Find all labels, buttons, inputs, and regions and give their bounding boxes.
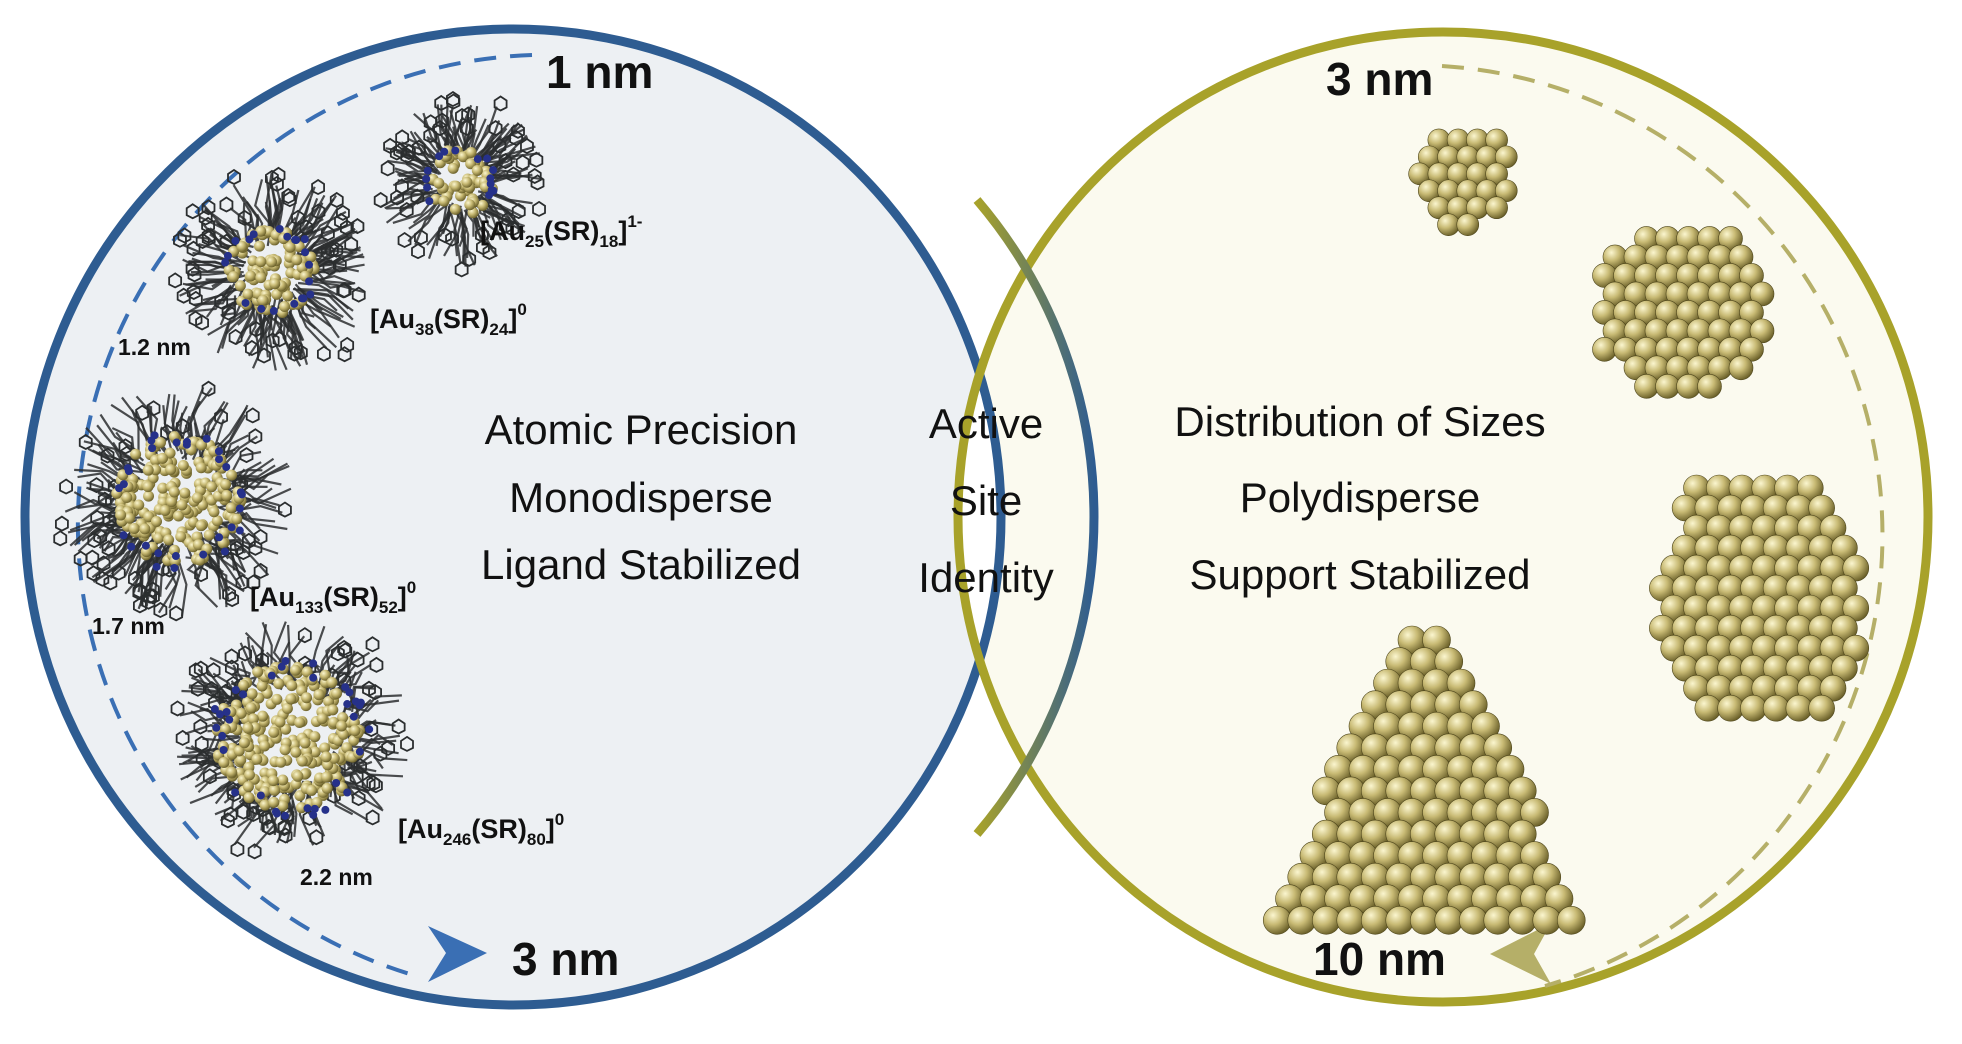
- ligand-clusters: [53, 90, 546, 860]
- size-label-au246: 2.2 nm: [300, 864, 373, 890]
- cluster-au133: [53, 380, 292, 622]
- right-end-label: 10 nm: [1313, 933, 1446, 985]
- overlap-label: Active Site Identity: [918, 400, 1053, 601]
- left-end-label: 3 nm: [512, 933, 619, 985]
- nanoparticle-large: [1649, 474, 1870, 722]
- nanoparticle-small: [1408, 128, 1518, 236]
- left-desc-line-1: Atomic Precision: [485, 406, 798, 453]
- nanoparticle-medium: [1592, 226, 1775, 399]
- size-label-au133: 1.7 nm: [92, 613, 165, 639]
- overlap-line-2: Site: [950, 477, 1022, 524]
- left-ring-inner-arc: [973, 197, 1099, 837]
- left-size-arrow: [75, 53, 533, 982]
- overlap-line-3: Identity: [918, 554, 1053, 601]
- overlap-line-1: Active: [929, 400, 1043, 447]
- cluster-au38: [168, 166, 366, 371]
- left-description: Atomic Precision Monodisperse Ligand Sta…: [481, 406, 801, 588]
- cluster-au25: [373, 90, 546, 278]
- right-description: Distribution of Sizes Polydisperse Suppo…: [1174, 398, 1545, 598]
- right-desc-line-2: Polydisperse: [1240, 474, 1480, 521]
- cluster-au246: [170, 621, 414, 860]
- left-circle: [25, 29, 1001, 1005]
- right-desc-line-3: Support Stabilized: [1190, 551, 1531, 598]
- formula-au246: [Au246(SR)80]0: [398, 810, 564, 849]
- right-ring: [953, 27, 1933, 1007]
- nanoparticles: [1262, 128, 1870, 935]
- right-start-label: 3 nm: [1326, 53, 1433, 105]
- right-desc-line-1: Distribution of Sizes: [1174, 398, 1545, 445]
- left-start-label: 1 nm: [546, 46, 653, 98]
- right-arrowhead-icon: [1490, 923, 1551, 984]
- left-arrowhead-icon: [428, 926, 487, 982]
- formula-au25: [Au25(SR)18]1-: [480, 212, 642, 251]
- right-size-arrow: [1441, 64, 1885, 988]
- formula-au38: [Au38(SR)24]0: [370, 300, 527, 339]
- left-desc-line-2: Monodisperse: [509, 474, 773, 521]
- nanoparticle-xlarge: [1262, 625, 1586, 935]
- formula-au133: [Au133(SR)52]0: [250, 578, 416, 617]
- size-label-au38: 1.2 nm: [118, 334, 191, 360]
- left-ring: [20, 24, 1006, 1010]
- left-desc-line-3: Ligand Stabilized: [481, 541, 801, 588]
